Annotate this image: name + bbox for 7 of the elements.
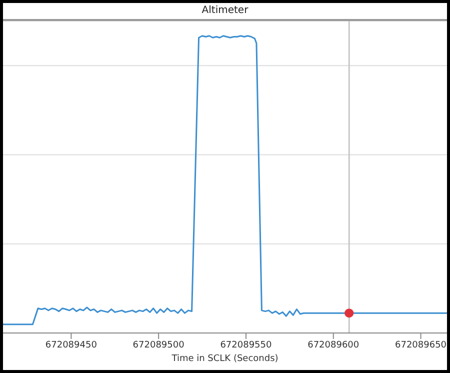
chart-title: Altimeter (3, 3, 447, 21)
x-tick-label: 672089450 (45, 340, 98, 350)
x-tick-label: 672089650 (395, 340, 447, 350)
x-tick-label: 672089500 (132, 340, 185, 350)
x-tick-label: 672089550 (220, 340, 272, 350)
x-tick-label: 672089600 (308, 340, 360, 350)
x-axis-title: Time in SCLK (Seconds) (170, 354, 278, 364)
